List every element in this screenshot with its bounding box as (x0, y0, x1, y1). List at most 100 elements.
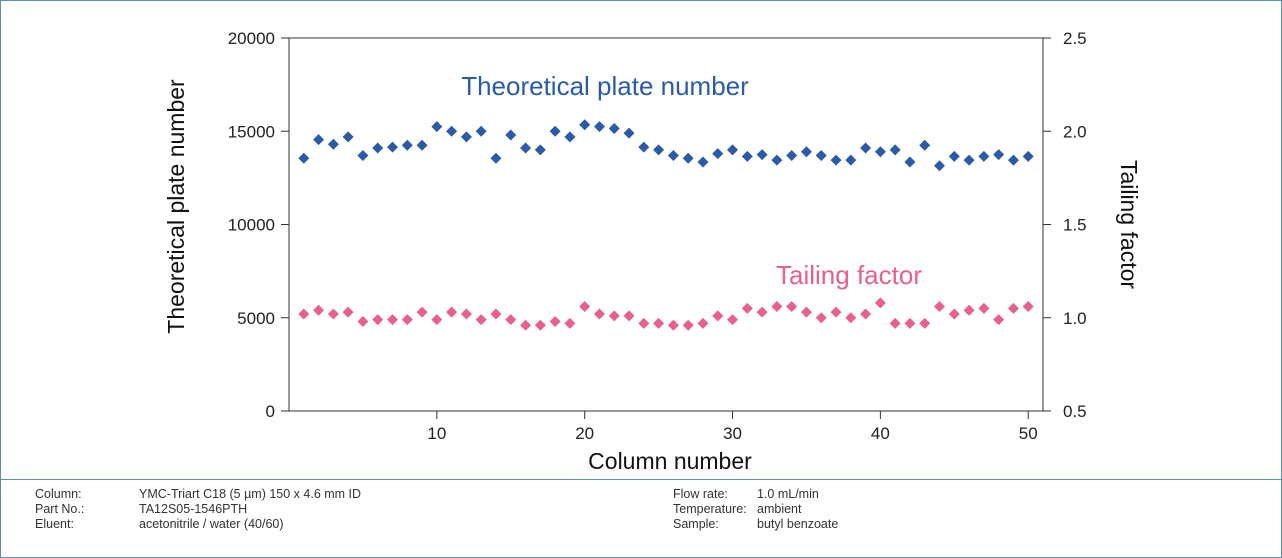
plate-number-point (638, 141, 650, 153)
tailing-factor-point (963, 304, 975, 316)
condition-row: Part No.: TA12S05-1546PTH (35, 502, 361, 517)
plate-number-point (948, 150, 960, 162)
plate-number-point (608, 122, 620, 134)
tailing-factor-point (815, 312, 827, 324)
plot-area: 0 5000 10000 15000 20000 0.5 1.0 1.5 2.0 2.5 10 20 3… (1, 1, 1281, 480)
tailing-factor-point (313, 304, 325, 316)
plate-number-point (978, 150, 990, 162)
condition-label: Column: (35, 487, 82, 501)
tailing-factor-point (1007, 302, 1019, 314)
condition-row: Temperature: ambient (673, 502, 838, 517)
condition-row: Sample: butyl benzoate (673, 517, 838, 532)
y2-tick-label: 1.5 (1063, 216, 1087, 235)
x-tick-label: 20 (575, 424, 594, 443)
tailing-factor-point (800, 306, 812, 318)
tailing-factor-point (520, 319, 532, 331)
tailing-factor-point (934, 301, 946, 313)
condition-value: YMC-Triart C18 (5 µm) 150 x 4.6 mm ID (139, 487, 362, 501)
plate-number-point (874, 146, 886, 158)
plate-number-point (889, 144, 901, 156)
condition-row: Column: YMC-Triart C18 (5 µm) 150 x 4.6 … (35, 487, 361, 502)
condition-label: Flow rate: (673, 487, 728, 501)
tailing-factor-point (505, 314, 517, 326)
plate-number-point (771, 154, 783, 166)
condition-row: Eluent: acetonitrile / water (40/60) (35, 517, 361, 532)
x-tick-label: 30 (723, 424, 742, 443)
tailing-factor-point (727, 314, 739, 326)
tailing-factor-point (534, 319, 546, 331)
tailing-factor-point (712, 310, 724, 322)
tailing-factor-point (786, 301, 798, 313)
tailing-factor-point (416, 306, 428, 318)
tailing-factor-point (608, 310, 620, 322)
y2-axis-label: Tailing factor (1116, 160, 1142, 289)
condition-value: ambient (757, 502, 802, 516)
tailing-factor-point (401, 314, 413, 326)
plate-number-point (830, 154, 842, 166)
plate-number-point (327, 138, 339, 150)
condition-value: acetonitrile / water (40/60) (139, 517, 284, 531)
tailing-factor-point (845, 312, 857, 324)
y-tick-label: 0 (266, 402, 275, 421)
tailing-factor-point (446, 306, 458, 318)
plate-number-point (845, 154, 857, 166)
y2-tick-label: 0.5 (1063, 402, 1087, 421)
plate-number-point (741, 150, 753, 162)
plate-number-point (1022, 150, 1034, 162)
tailing-factor-point (948, 308, 960, 320)
tailing-factor-point (549, 315, 561, 327)
tailing-factor-point (993, 314, 1005, 326)
plate-number-point (564, 131, 576, 143)
tailing-factor-point (756, 306, 768, 318)
plate-number-point (401, 139, 413, 151)
plate-number-point (549, 125, 561, 137)
plate-number-point (505, 129, 517, 141)
plate-number-point (313, 134, 325, 146)
y2-tick-label: 2.5 (1063, 29, 1087, 48)
plate-number-point (963, 154, 975, 166)
tailing-factor-point (653, 317, 665, 329)
tailing-factor-point (904, 317, 916, 329)
tailing-factor-point (874, 297, 886, 309)
condition-value: 1.0 mL/min (757, 487, 819, 501)
tailing-factor-point (1022, 301, 1034, 313)
tailing-factor-point (386, 314, 398, 326)
plate-number-point (460, 131, 472, 143)
plate-number-point (800, 146, 812, 158)
conditions-right: Flow rate: 1.0 mL/min Temperature: ambie… (673, 487, 838, 532)
plate-number-point (786, 149, 798, 161)
tailing-factor-point (564, 317, 576, 329)
y-axis-label: Theoretical plate number (163, 79, 189, 334)
x-tick-label: 40 (871, 424, 890, 443)
x-axis-label: Column number (588, 448, 752, 474)
plate-number-point (446, 125, 458, 137)
tailing-factor-point (490, 308, 502, 320)
tailing-factor-point (431, 314, 443, 326)
plate-number-point (416, 139, 428, 151)
tailing-factor-point (327, 308, 339, 320)
plate-number-point (682, 152, 694, 164)
tailing-factor-point (623, 310, 635, 322)
y-tick-label: 5000 (237, 309, 275, 328)
plate-number-point (697, 156, 709, 168)
plate-number-point (490, 152, 502, 164)
plate-number-point (653, 144, 665, 156)
condition-label: Part No.: (35, 502, 85, 516)
chart-svg: 0 5000 10000 15000 20000 0.5 1.0 1.5 2.0 2.5 10 20 3… (163, 29, 1142, 474)
y-tick-label: 10000 (228, 216, 275, 235)
tailing-factor-point (298, 308, 310, 320)
tailing-factor-point (771, 301, 783, 313)
tailing-factor-point (342, 306, 354, 318)
tailing-factor-point (682, 319, 694, 331)
plate-number-point (934, 160, 946, 172)
tailing-factor-point (889, 317, 901, 329)
y2-tick-label: 2.0 (1063, 122, 1087, 141)
condition-label: Temperature: (673, 502, 747, 516)
tailing-factor-point (667, 319, 679, 331)
plate-number-point (534, 144, 546, 156)
tailing-factor-point (593, 308, 605, 320)
y2-tick-label: 1.0 (1063, 309, 1087, 328)
condition-value: TA12S05-1546PTH (139, 502, 248, 516)
plate-number-point (667, 149, 679, 161)
tailing-factor-point (741, 302, 753, 314)
